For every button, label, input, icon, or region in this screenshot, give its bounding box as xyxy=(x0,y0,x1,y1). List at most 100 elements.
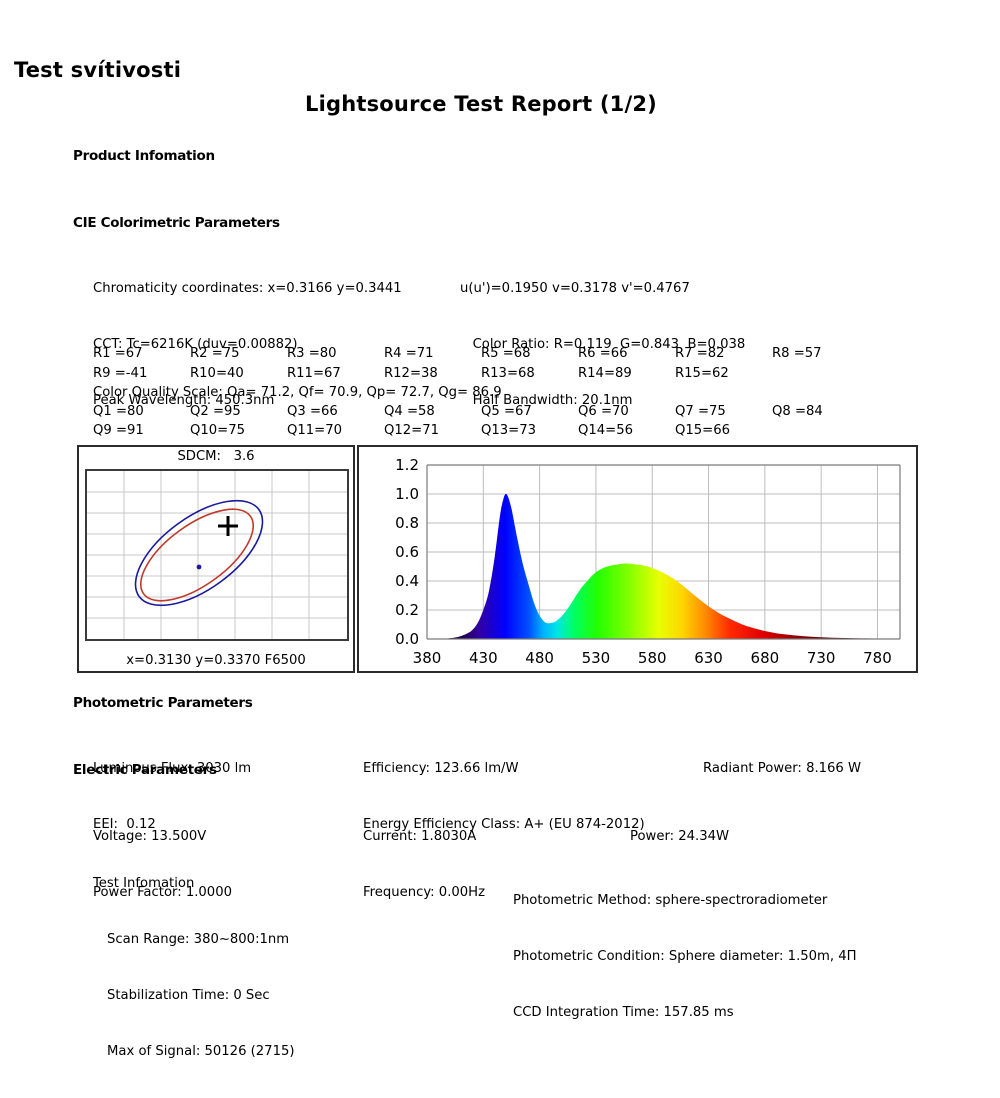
q-value: Q7 =75 xyxy=(675,404,726,419)
spectrum-svg: 0.0 0.2 0.4 0.6 0.8 1.0 1.2 380 430 480 530 580 630… xyxy=(395,456,901,667)
sdcm-svg xyxy=(87,471,347,639)
photometric-left-column: Luminous Flux: 3030 lm EEI: 0.12 xyxy=(93,723,251,872)
energy-efficiency-class: Energy Efficiency Class: A+ (EU 874-2012… xyxy=(363,816,645,832)
test-information-right: Photometric Method: sphere-spectroradiom… xyxy=(513,855,857,1060)
q-value: Q8 =84 xyxy=(772,404,823,419)
test-information-heading: Test Infomation xyxy=(93,876,195,892)
r-value: R15=62 xyxy=(675,366,729,381)
x-tick-label: 480 xyxy=(525,649,554,667)
photometric-method: Photometric Method: sphere-spectroradiom… xyxy=(513,893,828,909)
x-tick-label: 530 xyxy=(582,649,611,667)
q-values-row-2: Q9 =91 Q10=75 Q11=70 Q12=71 Q13=73 Q14=5… xyxy=(93,423,869,438)
x-tick-label: 580 xyxy=(638,649,667,667)
report-page: Test svítivosti Lightsource Test Report … xyxy=(14,58,918,1059)
r-values-row-2: R9 =-41 R10=40 R11=67 R12=38 R13=68 R14=… xyxy=(93,366,869,381)
power-factor: Power Factor: 1.0000 xyxy=(93,884,232,900)
q-value: Q10=75 xyxy=(190,423,245,438)
r-value: R10=40 xyxy=(190,366,244,381)
photometric-parameters-heading: Photometric Parameters xyxy=(73,695,253,711)
r-value: R3 =80 xyxy=(287,346,337,361)
y-tick-label: 0.0 xyxy=(395,630,419,648)
r-value: R13=68 xyxy=(481,366,535,381)
cie-parameters-heading: CIE Colorimetric Parameters xyxy=(73,215,280,231)
test-information-left: Test Infomation Scan Range: 380~800:1nm … xyxy=(93,838,295,1098)
radiant-power: Radiant Power: 8.166 W xyxy=(703,761,862,777)
q-value xyxy=(772,423,869,438)
x-tick-label: 780 xyxy=(863,649,892,667)
q-values-row-1: Q1 =80 Q2 =95 Q3 =66 Q4 =58 Q5 =67 Q6 =7… xyxy=(93,404,869,419)
photometric-condition: Photometric Condition: Sphere diameter: … xyxy=(513,948,857,964)
product-information-heading: Product Infomation xyxy=(73,148,215,164)
r-value: R14=89 xyxy=(578,366,632,381)
sdcm-inner-ellipse xyxy=(139,508,255,602)
q-value: Q15=66 xyxy=(675,423,730,438)
electric-right-column: Power: 24.34W xyxy=(630,791,729,884)
sdcm-outer-ellipse xyxy=(134,499,264,607)
spectrum-axes xyxy=(426,464,901,640)
r-value: R2 =75 xyxy=(190,346,240,361)
y-tick-label: 1.0 xyxy=(395,485,419,503)
eei: EEI: 0.12 xyxy=(93,816,156,832)
spectrum-chart: 0.0 0.2 0.4 0.6 0.8 1.0 1.2 380 430 480 530 580 630… xyxy=(357,445,918,673)
q-value: Q11=70 xyxy=(287,423,342,438)
cct-value: CCT: Tc=6216K (duv=0.00882) xyxy=(93,336,298,352)
sdcm-target-cross xyxy=(218,516,238,536)
q-value: Q5 =67 xyxy=(481,404,532,419)
peak-wavelength: Peak Wavelength: 450.3nm xyxy=(93,392,275,408)
report-title: Lightsource Test Report (1/2) xyxy=(305,92,657,116)
half-bandwidth: Half Bandwidth: 20.1nm xyxy=(460,392,633,408)
sdcm-plot-area xyxy=(85,469,349,641)
x-tick-label: 430 xyxy=(469,649,498,667)
r-value: R12=38 xyxy=(384,366,438,381)
y-tick-label: 0.4 xyxy=(395,572,419,590)
uv-coordinates: u(u')=0.1950 v=0.3178 v'=0.4767 xyxy=(460,281,690,297)
y-tick-label: 0.8 xyxy=(395,514,419,532)
sdcm-title: SDCM: 3.6 xyxy=(177,449,255,464)
sdcm-chromaticity-chart: SDCM: 3.6 xyxy=(77,445,355,673)
spectrum-y-tick-labels: 0.0 0.2 0.4 0.6 0.8 1.0 1.2 xyxy=(395,456,419,648)
voltage: Voltage: 13.500V xyxy=(93,829,207,845)
r-value: R8 =57 xyxy=(772,346,822,361)
y-tick-label: 0.2 xyxy=(395,601,419,619)
q-value: Q3 =66 xyxy=(287,404,338,419)
page-title: Test svítivosti xyxy=(14,58,182,82)
spd-curve xyxy=(427,493,900,640)
photometric-middle-column: Efficiency: 123.66 lm/W Energy Efficienc… xyxy=(363,723,645,872)
ccd-integration-time: CCD Integration Time: 157.85 ms xyxy=(513,1004,734,1020)
q-value: Q13=73 xyxy=(481,423,536,438)
q-value: Q6 =70 xyxy=(578,404,629,419)
r-value: R9 =-41 xyxy=(93,366,148,381)
r-value: R11=67 xyxy=(287,366,341,381)
stabilization-time: Stabilization Time: 0 Sec xyxy=(107,987,270,1003)
luminous-flux: Luminous Flux: 3030 lm xyxy=(93,761,252,777)
sdcm-grid xyxy=(87,471,347,639)
q-value: Q2 =95 xyxy=(190,404,241,419)
q-value: Q12=71 xyxy=(384,423,439,438)
current: Current: 1.8030A xyxy=(363,829,477,845)
chromaticity-coordinates: Chromaticity coordinates: x=0.3166 y=0.3… xyxy=(93,281,402,297)
sdcm-measured-point xyxy=(196,564,202,570)
power: Power: 24.34W xyxy=(630,829,730,845)
y-tick-label: 1.2 xyxy=(395,456,419,474)
r-value xyxy=(772,366,869,381)
x-tick-label: 380 xyxy=(413,649,442,667)
photometric-right-column: Radiant Power: 8.166 W xyxy=(703,723,861,816)
color-ratio: Color Ratio: R=0.119 G=0.843 B=0.038 xyxy=(460,336,746,352)
max-of-signal: Max of Signal: 50126 (2715) xyxy=(107,1043,295,1059)
electric-left-column: Voltage: 13.500V Power Factor: 1.0000 xyxy=(93,791,232,940)
frequency: Frequency: 0.00Hz xyxy=(363,884,486,900)
x-tick-label: 730 xyxy=(807,649,836,667)
r-value: R6 =66 xyxy=(578,346,628,361)
q-value: Q1 =80 xyxy=(93,404,144,419)
color-quality-scale: Color Quality Scale: Qa= 71.2, Qf= 70.9,… xyxy=(93,385,502,400)
q-value: Q9 =91 xyxy=(93,423,144,438)
q-value: Q4 =58 xyxy=(384,404,435,419)
x-tick-label: 680 xyxy=(751,649,780,667)
y-tick-label: 0.6 xyxy=(395,543,419,561)
electric-parameters-heading: Electric Parameters xyxy=(73,762,217,778)
r-value: R5 =68 xyxy=(481,346,531,361)
r-values-row-1: R1 =67 R2 =75 R3 =80 R4 =71 R5 =68 R6 =6… xyxy=(93,346,869,361)
sdcm-footer-coordinates: x=0.3130 y=0.3370 F6500 xyxy=(126,653,306,668)
scan-range: Scan Range: 380~800:1nm xyxy=(107,931,290,947)
r-value: R1 =67 xyxy=(93,346,143,361)
